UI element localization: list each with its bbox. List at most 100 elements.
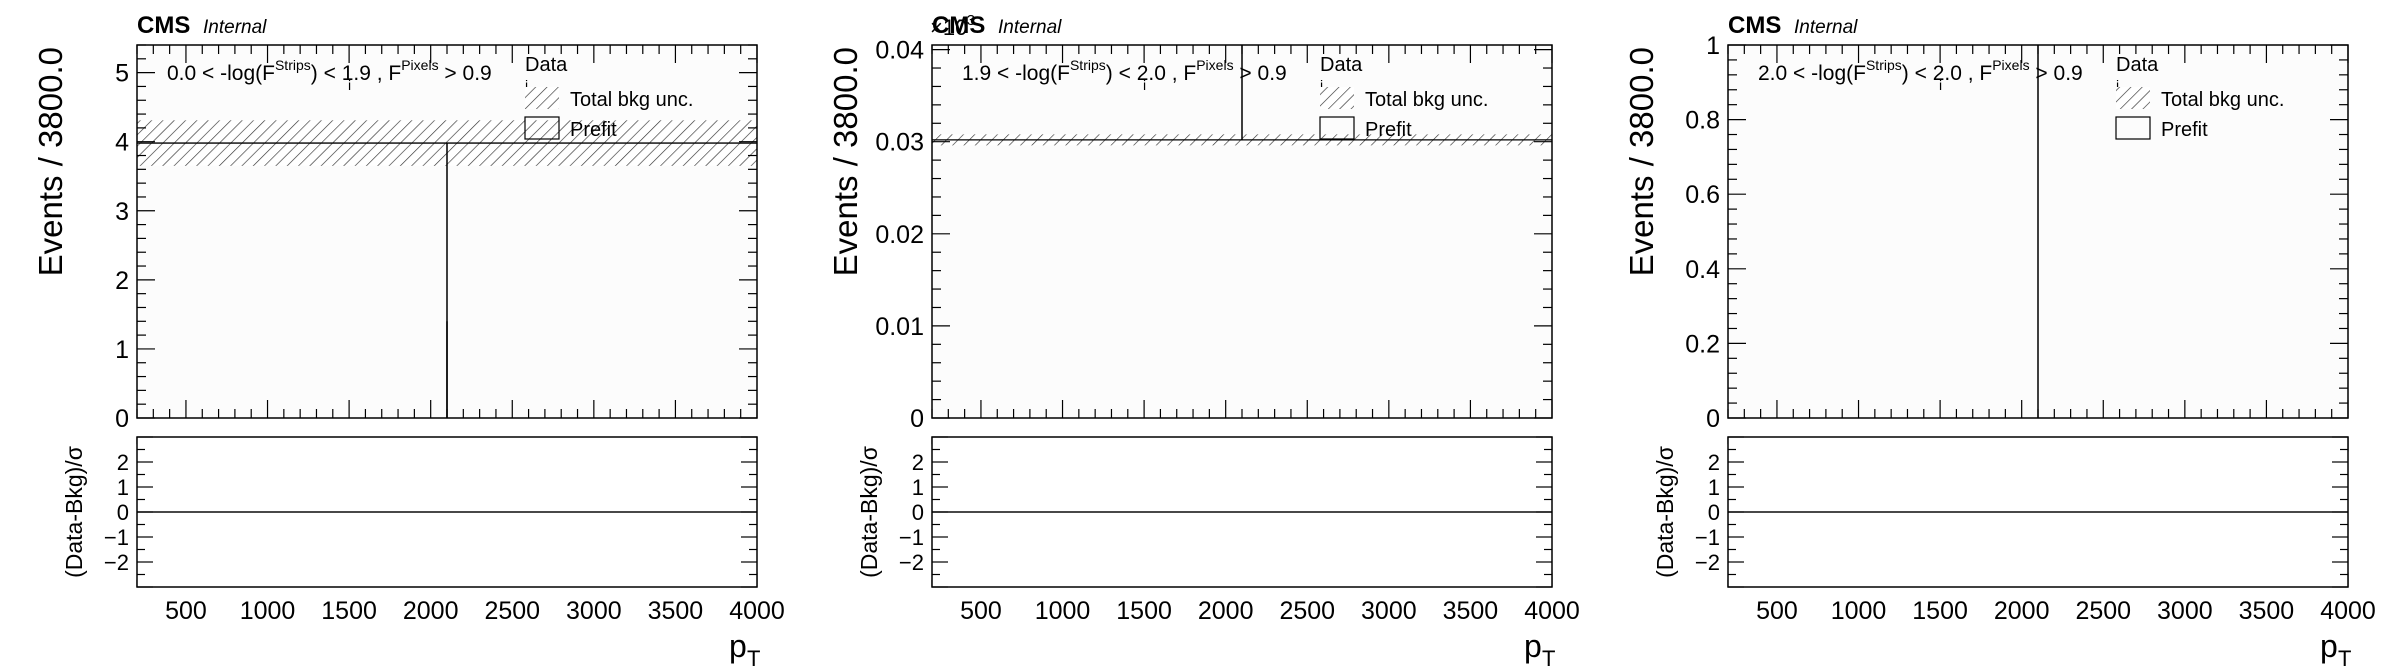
x-axis-label-sub: T: [2338, 646, 2351, 671]
category-label-pre: 0.0 < -log(F: [167, 62, 275, 85]
legend-entry-unc: Total bkg unc.: [1365, 89, 1488, 111]
x-tick-label: 4000: [729, 597, 785, 625]
y-tick-label: 0.2: [1685, 330, 1720, 358]
ratio-tick-label: −2: [104, 550, 129, 575]
ratio-tick-label: 0: [117, 500, 129, 525]
legend-entry-prefit: Prefit: [570, 119, 617, 141]
y-tick-label: 0.03: [875, 129, 924, 157]
cms-label: CMS: [932, 12, 985, 39]
ratio-tick-label: 0: [912, 500, 924, 525]
y-tick-label: 0.02: [875, 221, 924, 249]
category-label-post: > 0.9: [439, 62, 492, 85]
ratio-tick-label: −1: [899, 525, 924, 550]
legend-swatch-unc: [525, 87, 559, 109]
ratio-tick-label: −1: [1695, 525, 1720, 550]
category-label-sup1: Strips: [275, 57, 311, 73]
ratio-tick-label: 2: [117, 450, 129, 475]
ratio-axis-label: (Data-Bkg)/σ: [61, 446, 87, 578]
y-exponent-power: −3: [958, 12, 975, 29]
x-tick-label: 2500: [1279, 597, 1335, 625]
x-tick-label: 3500: [1443, 597, 1499, 625]
category-label-sup2: Pixels: [401, 57, 438, 73]
x-tick-label: 2500: [2075, 597, 2131, 625]
category-label-pre: 1.9 < -log(F: [962, 62, 1070, 85]
y-tick-label: 2: [115, 267, 129, 295]
x-tick-label: 2500: [484, 597, 540, 625]
category-label-post: > 0.9: [1234, 62, 1287, 85]
x-tick-label: 2000: [1994, 597, 2050, 625]
category-label-sup2: Pixels: [1196, 57, 1233, 73]
y-tick-label: 0: [1706, 405, 1720, 433]
category-label-sub: i: [1143, 77, 1146, 93]
y-tick-label: 0.6: [1685, 181, 1720, 209]
legend-entry-unc: Total bkg unc.: [570, 89, 693, 111]
category-label-sub: i: [1320, 77, 1323, 93]
x-tick-label: 1500: [1116, 597, 1172, 625]
x-tick-label: 4000: [2320, 597, 2376, 625]
x-tick-label: 3500: [2239, 597, 2295, 625]
legend-swatch-unc: [2116, 87, 2150, 109]
x-tick-label: 3500: [648, 597, 704, 625]
x-axis-label-sub: T: [747, 646, 760, 671]
legend-entry-prefit: Prefit: [1365, 119, 1412, 141]
category-label-sub: i: [2116, 77, 2119, 93]
x-axis-label-sub: T: [1542, 646, 1555, 671]
legend-entry-unc: Total bkg unc.: [2161, 89, 2284, 111]
legend-swatch-prefit: [2115, 116, 2151, 140]
category-label-sup2: Pixels: [1992, 57, 2029, 73]
ratio-axis-label: (Data-Bkg)/σ: [1652, 446, 1678, 578]
y-axis-label: Events / 3800.0: [827, 47, 864, 276]
status-label: Internal: [203, 17, 267, 38]
ratio-tick-label: 1: [912, 475, 924, 500]
category-label-sub: i: [1939, 77, 1942, 93]
x-tick-label: 1000: [240, 597, 296, 625]
x-tick-label: 500: [1756, 597, 1798, 625]
legend-entry-data: Data: [525, 54, 568, 76]
legend-swatch-prefit: [524, 116, 560, 140]
x-axis-label: p: [1524, 628, 1542, 664]
ratio-tick-label: 0: [1708, 500, 1720, 525]
x-tick-label: 500: [165, 597, 207, 625]
ratio-tick-label: 2: [1708, 450, 1720, 475]
y-tick-label: 0.4: [1685, 256, 1720, 284]
y-tick-label: 0.04: [875, 37, 924, 65]
y-tick-label: 1: [1706, 32, 1720, 60]
x-tick-label: 3000: [1361, 597, 1417, 625]
y-tick-label: 0: [910, 405, 924, 433]
x-tick-label: 2000: [403, 597, 459, 625]
y-exponent: ×10: [930, 15, 967, 40]
y-tick-label: 1: [115, 336, 129, 364]
x-axis-label: p: [2320, 628, 2338, 664]
category-label-mid: ) < 1.9 , F: [311, 62, 401, 85]
category-label-sup1: Strips: [1070, 57, 1106, 73]
category-label-sub: i: [525, 77, 528, 93]
x-tick-label: 3000: [566, 597, 622, 625]
y-tick-label: 5: [115, 60, 129, 88]
y-axis-label: Events / 3800.0: [32, 47, 69, 276]
y-tick-label: 4: [115, 129, 129, 157]
category-label: 1.9 < -log(FStrips) < 2.0 , FPixels > 0.…: [962, 57, 1287, 85]
ratio-tick-label: 1: [117, 475, 129, 500]
y-tick-label: 0.8: [1685, 107, 1720, 135]
x-axis-label: p: [729, 628, 747, 664]
y-tick-label: 0: [115, 405, 129, 433]
ratio-tick-label: −2: [1695, 550, 1720, 575]
x-tick-label: 1500: [1912, 597, 1968, 625]
ratio-tick-label: 2: [912, 450, 924, 475]
category-label: 2.0 < -log(FStrips) < 2.0 , FPixels > 0.…: [1758, 57, 2083, 85]
legend-swatch-prefit: [1319, 116, 1355, 140]
x-tick-label: 1000: [1831, 597, 1887, 625]
category-label: 0.0 < -log(FStrips) < 1.9 , FPixels > 0.…: [167, 57, 492, 85]
status-label: Internal: [998, 17, 1062, 38]
legend-entry-data: Data: [1320, 54, 1363, 76]
category-label-sup1: Strips: [1866, 57, 1902, 73]
ratio-tick-label: −2: [899, 550, 924, 575]
x-tick-label: 1000: [1035, 597, 1091, 625]
cms-label: CMS: [137, 12, 190, 39]
status-label: Internal: [1794, 17, 1858, 38]
cms-label: CMS: [1728, 12, 1781, 39]
legend-swatch-unc: [1320, 87, 1354, 109]
